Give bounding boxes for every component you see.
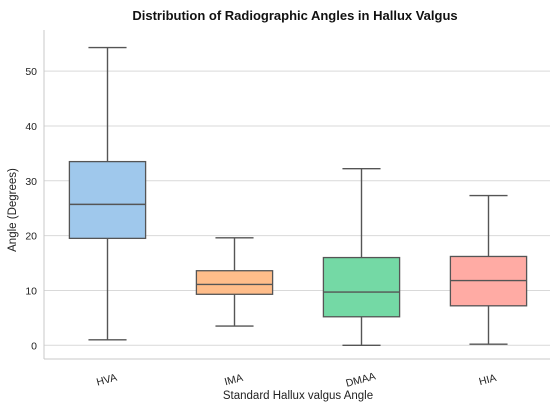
x-tick-ima: IMA: [223, 372, 244, 388]
y-tick-50: 50: [25, 66, 37, 78]
boxes: [68, 46, 528, 346]
y-tick-10: 10: [25, 285, 37, 297]
y-axis-label: Angle (Degrees): [7, 168, 19, 252]
x-tick-labels: HVA IMA DMAA HIA: [95, 370, 498, 389]
box-hia: [449, 194, 528, 345]
x-axis-label: Standard Hallux valgus Angle: [223, 390, 373, 402]
y-tick-0: 0: [31, 340, 37, 352]
chart-title: Distribution of Radiographic Angles in H…: [132, 8, 457, 23]
y-tick-20: 20: [25, 231, 37, 243]
iqr-box-ima: [195, 270, 274, 295]
x-tick-hva: HVA: [95, 372, 118, 389]
x-tick-hia: HIA: [478, 372, 498, 388]
box-hva: [68, 46, 147, 341]
box-dmaa: [322, 168, 401, 346]
iqr-box-hva: [68, 160, 147, 240]
y-tick-30: 30: [25, 176, 37, 188]
axes-frame: [43, 30, 550, 360]
iqr-box-dmaa: [322, 256, 401, 318]
box-ima: [195, 237, 274, 327]
x-tick-dmaa: DMAA: [345, 370, 377, 389]
y-tick-labels: 0 10 20 30 40 50: [25, 66, 37, 352]
y-tick-40: 40: [25, 121, 37, 133]
